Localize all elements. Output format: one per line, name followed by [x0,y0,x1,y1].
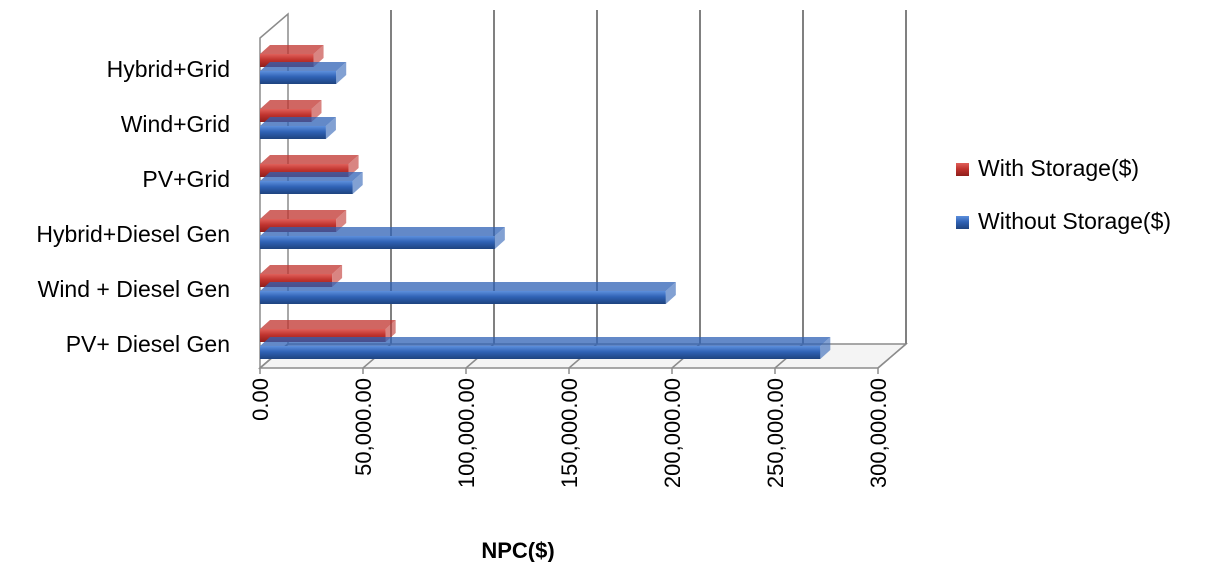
x-tick-label: 300,000.00 [866,378,891,488]
x-tick-label: 50,000.00 [351,378,376,476]
category-label: Hybrid+Grid [107,56,230,82]
x-axis-title: NPC($) [481,538,554,562]
legend-swatch [956,216,969,229]
legend: With Storage($) Without Storage($) [956,155,1171,234]
bars [260,45,831,359]
x-tick-labels: 0.00 50,000.00 100,000.00 150,000.00 200,000… [248,378,891,488]
bar-without-storage [260,227,505,249]
x-tick-label: 100,000.00 [454,378,479,488]
category-label: Wind + Diesel Gen [38,276,230,302]
x-tick-label: 250,000.00 [763,378,788,488]
category-labels: PV+ Diesel Gen Wind + Diesel Gen Hybrid+Di… [36,56,230,357]
legend-swatch [956,163,969,176]
category-label: PV+Grid [142,166,230,192]
gridlines [259,10,907,374]
bar-without-storage [260,172,363,194]
x-tick-label: 200,000.00 [660,378,685,488]
legend-item: Without Storage($) [956,208,1171,234]
bar-without-storage [260,117,336,139]
legend-label: Without Storage($) [978,208,1171,234]
x-tick-label: 150,000.00 [557,378,582,488]
category-label: Wind+Grid [121,111,230,137]
category-label: Hybrid+Diesel Gen [36,221,230,247]
plot-frame [257,12,909,370]
legend-label: With Storage($) [978,155,1139,181]
bar-without-storage [260,282,676,304]
x-tick-label: 0.00 [248,378,273,421]
gridline-floor [877,343,907,369]
legend-item: With Storage($) [956,155,1139,181]
bar-without-storage [260,337,831,359]
category-label: PV+ Diesel Gen [66,331,230,357]
bar-without-storage [260,62,347,84]
